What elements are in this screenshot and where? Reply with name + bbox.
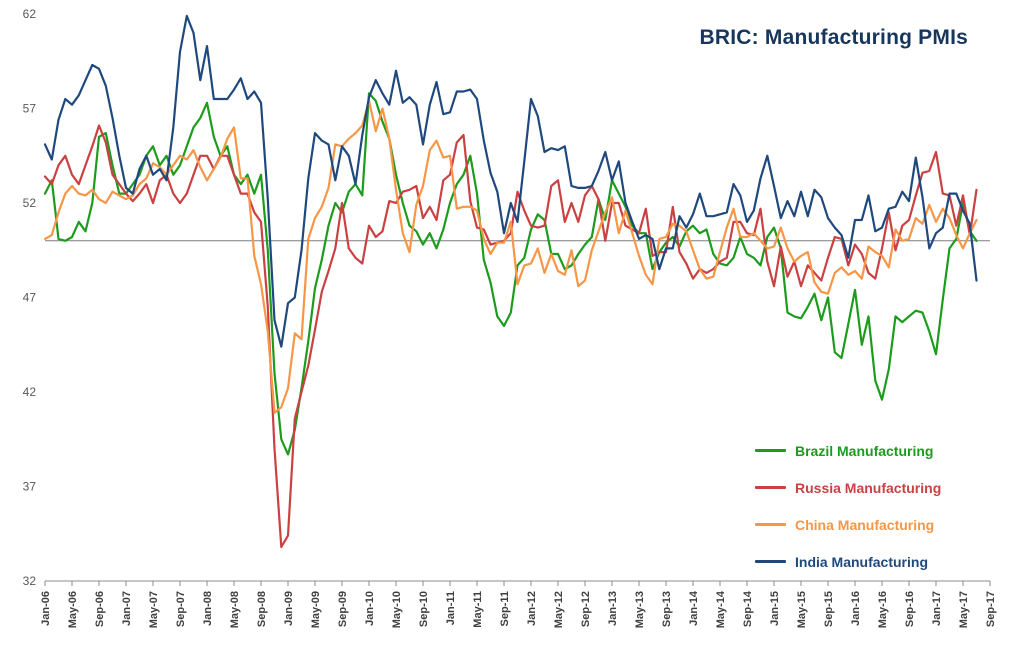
legend-item-russia: Russia Manufacturing bbox=[755, 469, 941, 506]
x-tick-label: May-16 bbox=[877, 591, 889, 628]
x-tick-label: May-06 bbox=[67, 591, 79, 628]
y-tick-label: 52 bbox=[23, 196, 37, 210]
x-tick-label: Jan-08 bbox=[202, 591, 214, 626]
x-tick-label: Jan-14 bbox=[688, 590, 700, 626]
x-tick-label: Jan-15 bbox=[769, 591, 781, 626]
x-tick-label: Jan-09 bbox=[283, 591, 295, 626]
x-tick-label: May-12 bbox=[553, 591, 565, 628]
y-tick-label: 42 bbox=[23, 385, 37, 399]
chart-title: BRIC: Manufacturing PMIs bbox=[699, 26, 968, 49]
legend-label-russia: Russia Manufacturing bbox=[795, 479, 942, 496]
x-tick-label: May-09 bbox=[310, 591, 322, 628]
legend: Brazil Manufacturing Russia Manufacturin… bbox=[755, 432, 941, 580]
y-tick-label: 47 bbox=[23, 291, 37, 305]
x-tick-label: Sep-16 bbox=[904, 591, 916, 627]
x-tick-label: Jan-16 bbox=[850, 591, 862, 626]
x-tick-label: May-07 bbox=[148, 591, 160, 628]
x-tick-label: Sep-10 bbox=[418, 591, 430, 627]
series-line-india bbox=[43, 14, 978, 348]
x-tick-label: Jan-06 bbox=[40, 591, 52, 626]
legend-label-india: India Manufacturing bbox=[795, 553, 928, 570]
x-tick-label: May-14 bbox=[715, 590, 727, 628]
legend-label-brazil: Brazil Manufacturing bbox=[795, 442, 934, 459]
x-tick-label: Jan-11 bbox=[445, 591, 457, 625]
x-tick-label: Sep-07 bbox=[175, 591, 187, 627]
legend-line-india bbox=[755, 560, 786, 563]
x-tick-label: Sep-15 bbox=[823, 591, 835, 627]
x-tick-label: Sep-08 bbox=[256, 591, 268, 627]
legend-line-china bbox=[755, 523, 786, 526]
x-tick-label: May-08 bbox=[229, 591, 241, 628]
legend-line-russia bbox=[755, 486, 786, 489]
series-line-russia bbox=[43, 124, 978, 549]
series-line-brazil bbox=[43, 92, 978, 456]
y-tick-label: 37 bbox=[23, 480, 37, 494]
y-tick-label: 57 bbox=[23, 102, 37, 116]
x-tick-label: Sep-13 bbox=[661, 591, 673, 627]
x-tick-label: Jan-10 bbox=[364, 591, 376, 626]
x-tick-label: Sep-12 bbox=[580, 591, 592, 627]
x-tick-label: May-11 bbox=[472, 591, 484, 628]
x-tick-label: May-17 bbox=[958, 591, 970, 628]
legend-line-brazil bbox=[755, 449, 786, 452]
series-line-china bbox=[43, 99, 978, 414]
legend-label-china: China Manufacturing bbox=[795, 516, 935, 533]
legend-item-india: India Manufacturing bbox=[755, 543, 941, 580]
x-tick-label: Sep-09 bbox=[337, 591, 349, 627]
x-tick-label: Jan-13 bbox=[607, 591, 619, 626]
x-tick-label: Sep-11 bbox=[499, 591, 511, 626]
x-tick-label: Sep-14 bbox=[742, 590, 754, 627]
x-tick-label: Jan-12 bbox=[526, 591, 538, 626]
legend-item-china: China Manufacturing bbox=[755, 506, 941, 543]
x-tick-label: Jan-07 bbox=[121, 591, 133, 626]
y-tick-label: 62 bbox=[23, 7, 37, 21]
x-tick-label: May-10 bbox=[391, 591, 403, 628]
x-tick-label: May-13 bbox=[634, 591, 646, 628]
legend-item-brazil: Brazil Manufacturing bbox=[755, 432, 941, 469]
x-tick-label: Jan-17 bbox=[931, 591, 943, 626]
x-tick-label: Sep-06 bbox=[94, 591, 106, 627]
x-tick-label: May-15 bbox=[796, 591, 808, 628]
y-tick-label: 32 bbox=[23, 574, 37, 588]
x-tick-label: Sep-17 bbox=[985, 591, 997, 627]
